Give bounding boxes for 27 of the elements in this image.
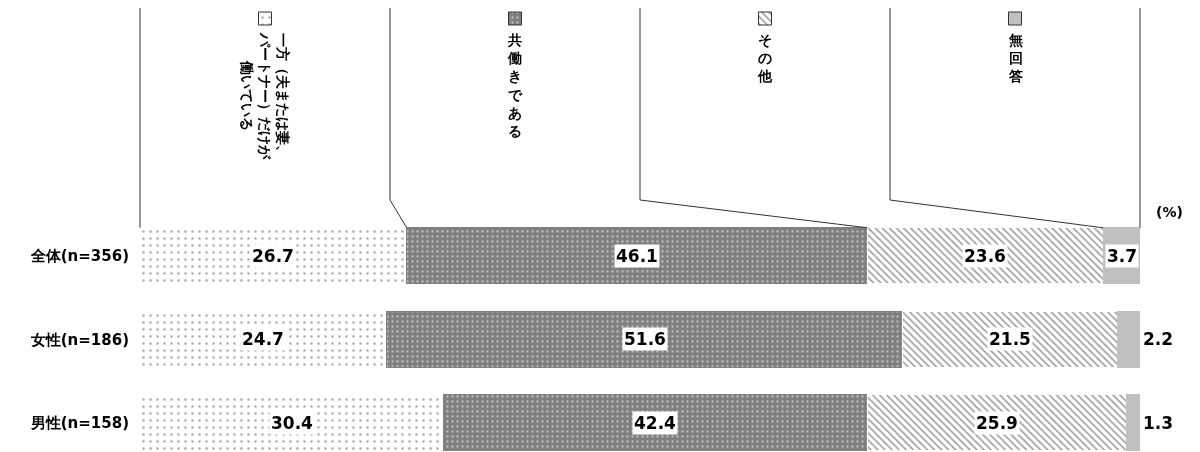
bar bbox=[866, 227, 1104, 285]
data-label: 26.7 bbox=[252, 246, 294, 266]
y-tick-label: 男性(n=158) bbox=[29, 414, 129, 433]
data-label: 51.6 bbox=[624, 329, 666, 349]
bar bbox=[386, 310, 903, 368]
bar bbox=[1125, 394, 1140, 452]
legend-label: 無回答 bbox=[1008, 32, 1023, 85]
data-label: 42.4 bbox=[634, 413, 677, 433]
text: (%) bbox=[1156, 204, 1183, 220]
y-tick-label: 全体(n=356) bbox=[29, 247, 129, 265]
data-label: 3.7 bbox=[1107, 246, 1138, 266]
bar bbox=[901, 310, 1118, 368]
data-label: 46.1 bbox=[616, 246, 658, 266]
bar bbox=[1116, 310, 1140, 368]
data-label: 2.2 bbox=[1143, 329, 1174, 349]
y-tick-label: 女性(n=186) bbox=[29, 330, 129, 349]
data-label: 24.7 bbox=[242, 329, 284, 349]
data-label: 25.9 bbox=[976, 413, 1018, 433]
legend-label: 一方（夫または妻、パートナー）だけが働いている bbox=[238, 32, 291, 160]
bar bbox=[443, 394, 868, 452]
bar bbox=[406, 227, 868, 285]
legend-label: 共働きである bbox=[507, 32, 523, 139]
data-label: 30.4 bbox=[271, 413, 314, 433]
data-label: 1.3 bbox=[1143, 413, 1174, 433]
data-label: 21.5 bbox=[989, 329, 1031, 349]
data-label: 23.6 bbox=[964, 246, 1006, 266]
legend-label: その他 bbox=[757, 32, 773, 85]
